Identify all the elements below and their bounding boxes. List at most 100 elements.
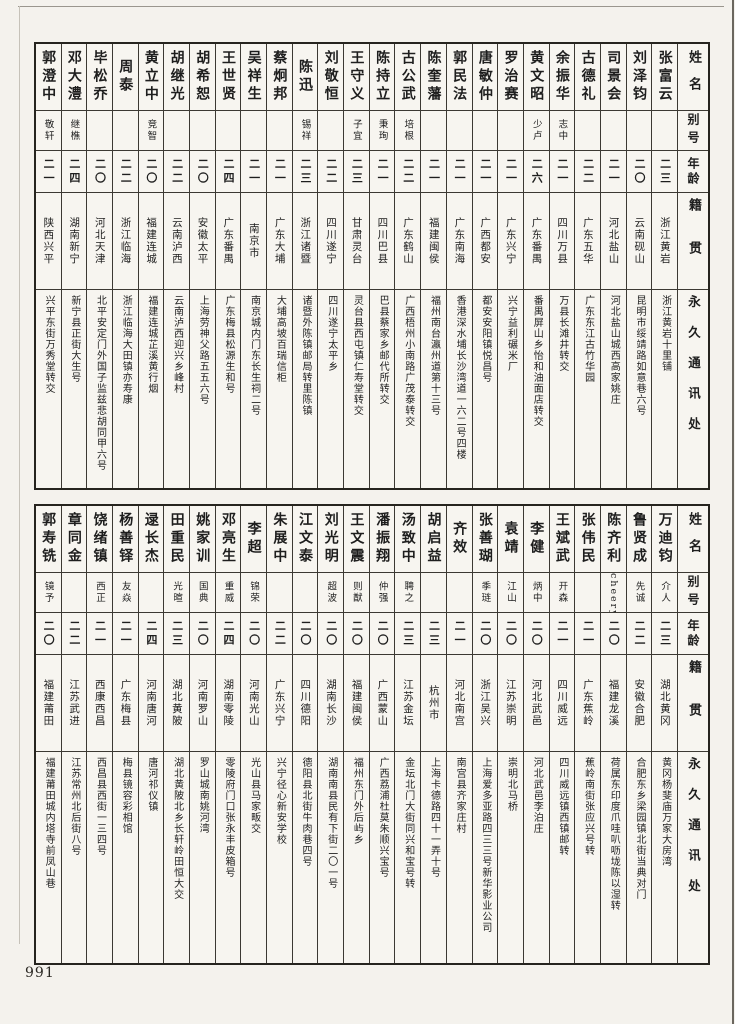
person-address: 金坛北门大街同兴和宝号转 [402, 757, 414, 889]
person-alias [652, 111, 677, 151]
person-name: 郭民法 [446, 44, 472, 111]
person-native-place: 安徽合肥 [626, 655, 652, 752]
directory-table-lower: 姓名 别号 年龄 籍贯 永久通讯处 万迪钧 介人 二三 湖北黄冈 黄冈杨斐庙万家… [34, 504, 710, 965]
person-age: 二一 [241, 151, 266, 193]
person-age: 二〇 [523, 613, 549, 655]
person-native-place: 湖南零陵 [215, 655, 241, 752]
person-name: 王世贤 [215, 44, 241, 111]
person-address: 昆明市绥靖路如意巷六号 [633, 295, 645, 416]
person-native-place: 福建闽侯 [421, 193, 446, 290]
person-alias: 季琏 [472, 573, 498, 613]
person-age: 二一 [87, 613, 112, 655]
person-age: 二一 [446, 613, 472, 655]
person-name: 胡继光 [164, 44, 189, 111]
person-age: 二一 [112, 613, 138, 655]
person-age: 二〇 [369, 613, 395, 655]
person-native-place: 四川德阳 [292, 655, 318, 752]
person-native-place: 四川威远 [549, 655, 575, 752]
person-native-place: 湖北黄冈 [652, 655, 677, 752]
person-native-place: 四川万县 [549, 193, 575, 290]
header-native-label: 籍贯 [678, 193, 708, 290]
person-column: 潘振翔 仲强 二〇 广西蒙山 广西荔浦杜莫朱顺兴宝号 [369, 506, 396, 963]
person-alias [164, 111, 189, 151]
person-alias: 介人 [652, 573, 677, 613]
person-alias [600, 111, 626, 151]
person-age: 二一 [369, 151, 395, 193]
person-native-place: 广东南海 [446, 193, 472, 290]
header-alias-label: 别号 [678, 573, 708, 613]
person-alias [215, 111, 241, 151]
person-alias [626, 111, 652, 151]
person-column: 陈迅 锡祥 二三 浙江诸暨 诸暨外陈镇邮局转里陈镇 [292, 44, 319, 488]
person-column: 吴祥生 二一 南京市 南京城内门东长生祠二号 [241, 44, 267, 488]
person-native-place: 广东鹤山 [395, 193, 421, 290]
person-column: 田重民 光暄 二三 湖北黄陂 湖北黄陂北乡长轩岭田恒大交 [164, 506, 190, 963]
person-age: 二二 [626, 613, 652, 655]
person-native-place: 河北盐山 [600, 193, 626, 290]
person-alias [446, 111, 472, 151]
person-address: 河北武邑李泊庄 [531, 757, 543, 834]
person-column: 罗治赛 二一 广东兴宁 兴宁益利碾米厂 [498, 44, 524, 488]
person-name: 司景会 [600, 44, 626, 111]
person-alias: 继樵 [61, 111, 87, 151]
person-alias [318, 111, 344, 151]
person-age: 二三 [421, 613, 446, 655]
person-native-place: 江苏崇明 [498, 655, 523, 752]
person-age: 二三 [395, 613, 421, 655]
person-name: 李超 [241, 506, 266, 573]
person-column: 陈齐利 cheery 二〇 福建龙溪 荷属东印度爪哇叭呖垅陈以湿转 [600, 506, 627, 963]
person-column: 胡希恕 二〇 安徽太平 上海劳神父路五五六号 [189, 44, 216, 488]
person-age: 二〇 [600, 613, 626, 655]
header-native-label: 籍贯 [678, 655, 708, 752]
person-name: 汤致中 [395, 506, 421, 573]
person-address: 福州东门外后屿乡 [351, 757, 363, 845]
person-native-place: 广东梅县 [112, 655, 138, 752]
person-column: 刘光明 超波 二〇 湖南长沙 湖南南县民有下街二〇一号 [318, 506, 345, 963]
person-alias: 子宜 [344, 111, 369, 151]
person-age: 二二 [267, 613, 292, 655]
person-address: 合肥东乡梁园镇北街当典对门 [633, 757, 645, 900]
person-alias [267, 111, 292, 151]
person-name: 饶绪镇 [87, 506, 112, 573]
person-column: 司景会 二一 河北盐山 河北盐山城西高家姚庄 [600, 44, 627, 488]
person-column: 蔡炯邦 二一 广东大埔 大埔高坡百瑞信柜 [267, 44, 293, 488]
person-age: 二〇 [472, 613, 498, 655]
person-column: 古公武 培根 二二 广东鹤山 广西梧州小南路广茂泰转交 [395, 44, 422, 488]
person-column: 毕松乔 二〇 河北天津 北平安定门外国子监兹悲胡同甲六号 [87, 44, 113, 488]
person-name: 齐效 [446, 506, 472, 573]
person-column: 胡继光 二二 云南泸西 云南泸西迎兴乡峰村 [164, 44, 190, 488]
person-address: 上海爱多亚路四三三号新华影业公司 [479, 757, 491, 933]
person-name: 万迪钧 [652, 506, 677, 573]
person-address: 广东梅县松源生和号 [222, 295, 234, 394]
person-native-place: 广东兴宁 [267, 655, 292, 752]
person-name: 黄立中 [138, 44, 164, 111]
person-name: 刘光明 [318, 506, 344, 573]
person-column: 张富云 二三 浙江黄岩 浙江黄岩十里铺 [652, 44, 678, 488]
person-address: 新宁县正街大生号 [68, 295, 80, 383]
person-age: 二〇 [318, 613, 344, 655]
person-age: 二四 [215, 613, 241, 655]
person-native-place: 云南砚山 [626, 193, 652, 290]
person-address: 云南泸西迎兴乡峰村 [171, 295, 183, 394]
scan-edge-line-left [19, 6, 20, 944]
person-name: 刘敬恒 [318, 44, 344, 111]
person-address: 黄冈杨斐庙万家大房湾 [659, 757, 671, 867]
person-column: 张伟民 二一 广东蕉岭 蕉岭南街张应兴号转 [575, 506, 601, 963]
person-column: 邓亮生 重威 二四 湖南零陵 零陵府门口张永丰皮箱号 [215, 506, 242, 963]
person-name: 姚家训 [189, 506, 215, 573]
person-alias [421, 111, 446, 151]
page-number: 991 [25, 965, 55, 981]
person-address: 江苏常州北后街八号 [68, 757, 80, 856]
person-name: 周泰 [112, 44, 138, 111]
person-alias: 光暄 [164, 573, 189, 613]
person-name: 邓亮生 [215, 506, 241, 573]
person-address: 巴县蔡家乡邮代所转交 [377, 295, 389, 405]
person-column: 陈奎藩 二一 福建闽侯 福州南台瀛州道第十三号 [421, 44, 447, 488]
person-column: 陈持立 秉珣 二一 四川巴县 巴县蔡家乡邮代所转交 [369, 44, 396, 488]
person-name: 章同金 [61, 506, 87, 573]
person-native-place: 浙江吴兴 [472, 655, 498, 752]
person-native-place: 广东大埔 [267, 193, 292, 290]
person-column: 唐敏仲 二一 广西都安 都安安阳镇悦昌号 [472, 44, 499, 488]
person-age: 二〇 [626, 151, 652, 193]
